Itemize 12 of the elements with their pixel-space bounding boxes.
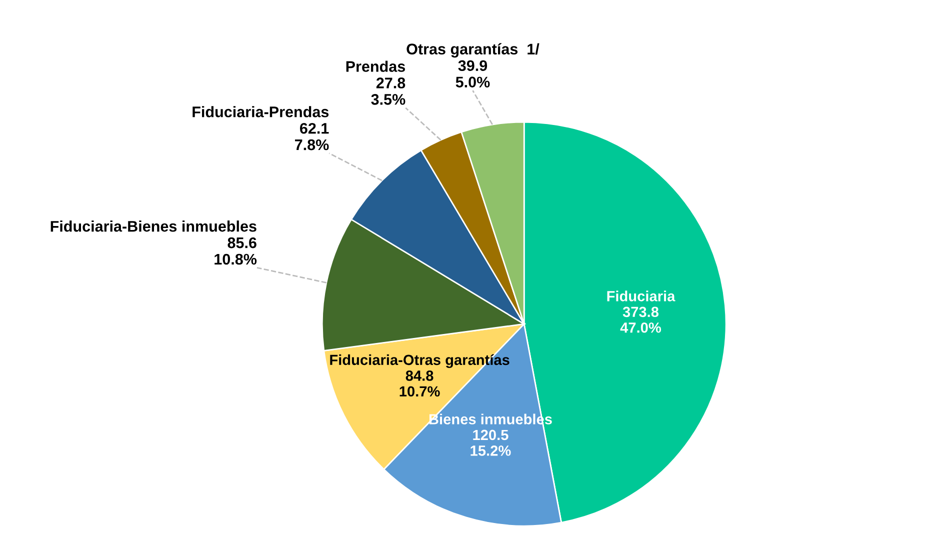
data-label: 120.5 15.2% (470, 430, 511, 456)
slice-label: Otras garantías 1/ (406, 43, 540, 58)
slice-label: Fiduciaria-Bienes inmuebles (50, 220, 256, 232)
data-label: 27.8 3.5% (371, 78, 406, 105)
data-label: 84.8 10.7% (400, 370, 440, 397)
slice-label: Fiduciaria-Prendas (192, 106, 329, 118)
data-label: 39.9 5.0% (456, 60, 490, 88)
data-label: 373.8 47.0% (620, 306, 662, 333)
data-label: 62.1 7.8% (294, 122, 329, 150)
slice-label: Prendas (346, 60, 405, 72)
slice-label: Fiduciaria (607, 290, 676, 302)
data-label: 85.6 10.8% (214, 237, 257, 265)
